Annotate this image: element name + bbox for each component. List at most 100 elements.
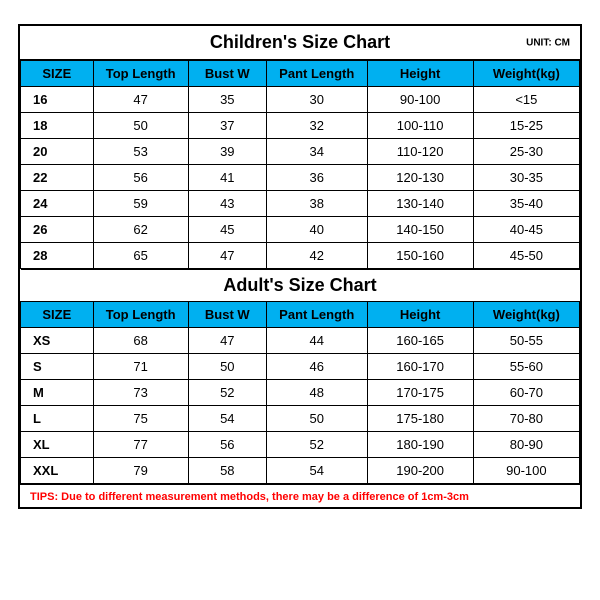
col-size: SIZE	[21, 302, 94, 328]
children-title-row: Children's Size Chart UNIT: CM	[20, 26, 580, 60]
col-height: Height	[367, 61, 473, 87]
cell: XL	[21, 432, 94, 458]
col-pant-length: Pant Length	[266, 61, 367, 87]
col-weight: Weight(kg)	[473, 61, 579, 87]
cell: 175-180	[367, 406, 473, 432]
col-size: SIZE	[21, 61, 94, 87]
cell: 59	[93, 191, 188, 217]
table-row: 24594338130-14035-40	[21, 191, 580, 217]
cell: 25-30	[473, 139, 579, 165]
cell: 42	[266, 243, 367, 269]
cell: 110-120	[367, 139, 473, 165]
cell: 58	[188, 458, 266, 484]
col-bust-w: Bust W	[188, 61, 266, 87]
table-row: 28654742150-16045-50	[21, 243, 580, 269]
cell: 90-100	[473, 458, 579, 484]
cell: 45	[188, 217, 266, 243]
cell: 47	[93, 87, 188, 113]
cell: 47	[188, 328, 266, 354]
table-row: 22564136120-13030-35	[21, 165, 580, 191]
adult-title-row: Adult's Size Chart	[21, 270, 580, 302]
cell: 50	[188, 354, 266, 380]
cell: L	[21, 406, 94, 432]
cell: 44	[266, 328, 367, 354]
cell: 70-80	[473, 406, 579, 432]
cell: 150-160	[367, 243, 473, 269]
cell: 20	[21, 139, 94, 165]
cell: 36	[266, 165, 367, 191]
cell: 40-45	[473, 217, 579, 243]
cell: 32	[266, 113, 367, 139]
table-row: 1647353090-100<15	[21, 87, 580, 113]
cell: 34	[266, 139, 367, 165]
tips-text: TIPS: Due to different measurement metho…	[20, 484, 580, 507]
cell: 54	[266, 458, 367, 484]
cell: 180-190	[367, 432, 473, 458]
table-row: S715046160-17055-60	[21, 354, 580, 380]
cell: 30-35	[473, 165, 579, 191]
children-header-row: SIZE Top Length Bust W Pant Length Heigh…	[21, 61, 580, 87]
cell: 77	[93, 432, 188, 458]
adult-title: Adult's Size Chart	[21, 270, 580, 302]
cell: 160-165	[367, 328, 473, 354]
table-row: 26624540140-15040-45	[21, 217, 580, 243]
cell: 37	[188, 113, 266, 139]
cell: 43	[188, 191, 266, 217]
cell: 79	[93, 458, 188, 484]
cell: 15-25	[473, 113, 579, 139]
cell: 30	[266, 87, 367, 113]
children-table: SIZE Top Length Bust W Pant Length Heigh…	[20, 60, 580, 269]
cell: 75	[93, 406, 188, 432]
cell: 39	[188, 139, 266, 165]
table-row: 20533934110-12025-30	[21, 139, 580, 165]
cell: 24	[21, 191, 94, 217]
cell: S	[21, 354, 94, 380]
cell: 50	[266, 406, 367, 432]
table-row: XL775652180-19080-90	[21, 432, 580, 458]
cell: 47	[188, 243, 266, 269]
cell: XXL	[21, 458, 94, 484]
size-chart: Children's Size Chart UNIT: CM SIZE Top …	[18, 24, 582, 509]
cell: <15	[473, 87, 579, 113]
cell: 120-130	[367, 165, 473, 191]
col-height: Height	[367, 302, 473, 328]
cell: 22	[21, 165, 94, 191]
cell: 52	[188, 380, 266, 406]
col-top-length: Top Length	[93, 61, 188, 87]
table-row: M735248170-17560-70	[21, 380, 580, 406]
cell: 160-170	[367, 354, 473, 380]
cell: 80-90	[473, 432, 579, 458]
cell: 56	[188, 432, 266, 458]
cell: 18	[21, 113, 94, 139]
col-bust-w: Bust W	[188, 302, 266, 328]
cell: 26	[21, 217, 94, 243]
cell: 40	[266, 217, 367, 243]
cell: 90-100	[367, 87, 473, 113]
cell: 38	[266, 191, 367, 217]
cell: 68	[93, 328, 188, 354]
cell: 55-60	[473, 354, 579, 380]
cell: 50-55	[473, 328, 579, 354]
unit-label: UNIT: CM	[526, 37, 570, 48]
cell: 52	[266, 432, 367, 458]
table-row: 18503732100-11015-25	[21, 113, 580, 139]
cell: 54	[188, 406, 266, 432]
cell: 130-140	[367, 191, 473, 217]
cell: 71	[93, 354, 188, 380]
cell: 35-40	[473, 191, 579, 217]
table-row: XXL795854190-20090-100	[21, 458, 580, 484]
cell: 41	[188, 165, 266, 191]
cell: 73	[93, 380, 188, 406]
adult-table: Adult's Size Chart SIZE Top Length Bust …	[20, 269, 580, 484]
cell: 100-110	[367, 113, 473, 139]
adult-header-row: SIZE Top Length Bust W Pant Length Heigh…	[21, 302, 580, 328]
cell: 50	[93, 113, 188, 139]
cell: 48	[266, 380, 367, 406]
cell: 28	[21, 243, 94, 269]
table-row: XS684744160-16550-55	[21, 328, 580, 354]
children-title: Children's Size Chart	[210, 32, 390, 52]
cell: 60-70	[473, 380, 579, 406]
col-pant-length: Pant Length	[266, 302, 367, 328]
cell: 16	[21, 87, 94, 113]
cell: 170-175	[367, 380, 473, 406]
